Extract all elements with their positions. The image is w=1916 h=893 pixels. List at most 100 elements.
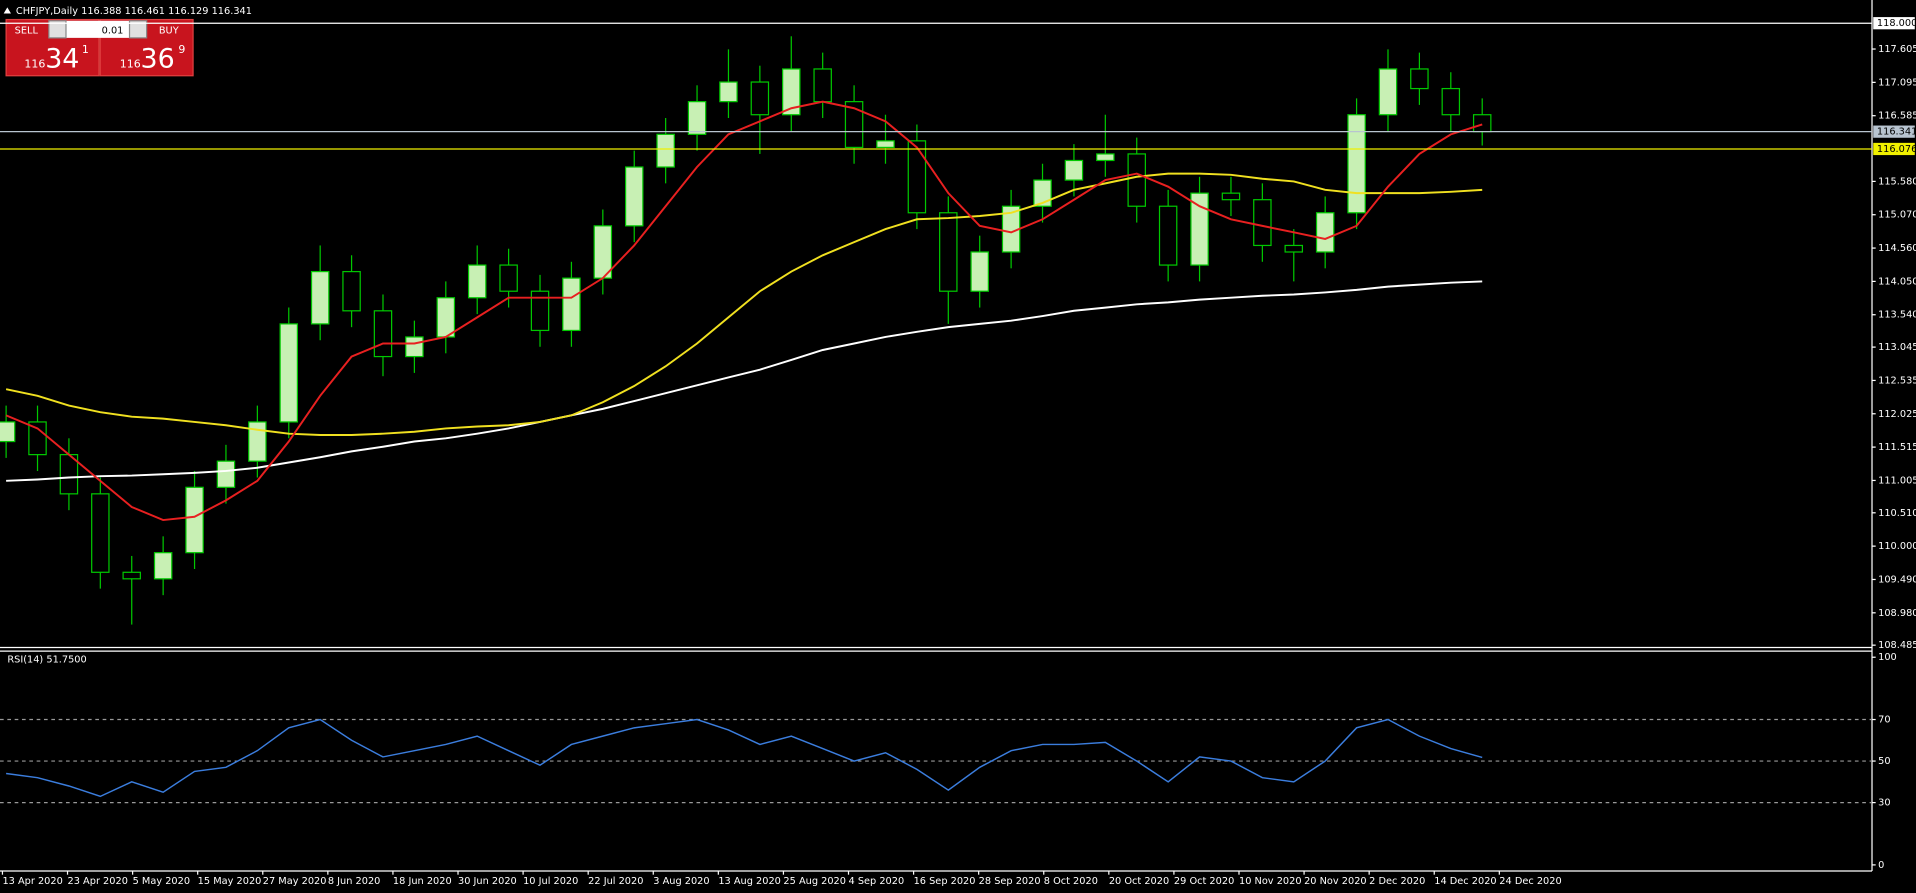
candle-body: [782, 68, 801, 116]
candle-body: [436, 297, 456, 338]
candle-body: [28, 421, 47, 456]
candle-body: [593, 225, 613, 279]
rsi-tick-label: 70: [1878, 715, 1890, 726]
y-tick-label: 110.510: [1878, 508, 1916, 519]
candle-body: [153, 552, 173, 580]
x-tick-label: 28 Sep 2020: [979, 876, 1041, 887]
candle-body: [216, 460, 236, 488]
buy-big-figure: 116: [120, 58, 141, 71]
x-tick-label: 24 Dec 2020: [1499, 876, 1561, 887]
price-level-box: [1873, 17, 1915, 30]
candle-body: [750, 81, 770, 116]
candle-body: [1347, 114, 1366, 214]
sell-pips: 34: [45, 43, 79, 74]
candle-body: [656, 133, 675, 168]
candle-body: [1441, 87, 1461, 116]
x-tick-label: 8 Oct 2020: [1044, 876, 1098, 887]
sell-label[interactable]: SELL: [15, 26, 39, 37]
candle-body: [1315, 212, 1335, 253]
y-tick-label: 111.515: [1878, 442, 1916, 453]
candle-body: [342, 270, 361, 312]
candle-body: [719, 81, 738, 103]
y-tick-label: 116.585: [1878, 111, 1916, 122]
x-tick-label: 13 Aug 2020: [718, 876, 781, 887]
candle-body: [122, 571, 141, 580]
x-tick-label: 18 Jun 2020: [393, 876, 452, 887]
y-tick-label: 111.005: [1878, 475, 1916, 486]
candle-body: [1253, 199, 1272, 247]
candle-body: [687, 101, 707, 135]
rsi-tick-label: 100: [1878, 652, 1897, 663]
candle-body: [1033, 179, 1052, 207]
candle-body: [1158, 205, 1178, 266]
candle-body: [91, 493, 110, 573]
lot-value[interactable]: 0.01: [102, 26, 124, 37]
y-tick-label: 113.045: [1878, 342, 1916, 353]
candle-body: [907, 140, 927, 214]
symbol-info: CHFJPY,Daily 116.388 116.461 116.129 116…: [16, 6, 252, 17]
y-tick-label: 115.070: [1878, 210, 1916, 221]
y-tick-label: 110.000: [1878, 541, 1916, 552]
price-level-label: 116.076: [1877, 144, 1916, 155]
candle-body: [1378, 68, 1398, 116]
candle-body: [624, 166, 644, 227]
rsi-tick-label: 0: [1878, 860, 1884, 871]
candle-body: [0, 421, 16, 443]
lot-dropdown[interactable]: [48, 20, 67, 39]
y-tick-label: 108.485: [1878, 640, 1916, 651]
candle-body: [499, 264, 518, 292]
candle-body: [939, 212, 958, 292]
candle-body: [970, 251, 989, 292]
x-tick-label: 25 Aug 2020: [783, 876, 846, 887]
candle-body: [310, 270, 330, 325]
candle-body: [1127, 153, 1146, 207]
moving-average: [5, 100, 1483, 522]
x-tick-label: 10 Nov 2020: [1239, 876, 1302, 887]
indicator-title: RSI(14) 51.7500: [7, 655, 86, 666]
rsi-tick-label: 30: [1878, 798, 1890, 809]
y-tick-label: 117.095: [1878, 77, 1916, 88]
candle-body: [562, 277, 581, 332]
price-level-box: [1873, 125, 1915, 138]
moving-average: [6, 280, 1483, 482]
y-tick-label: 112.535: [1878, 375, 1916, 386]
x-tick-label: 8 Jun 2020: [328, 876, 381, 887]
sell-big-figure: 116: [24, 58, 45, 71]
price-level-label: 116.341: [1877, 127, 1916, 138]
candle-body: [1410, 68, 1429, 90]
lot-input[interactable]: [48, 20, 147, 38]
x-tick-label: 29 Oct 2020: [1174, 876, 1234, 887]
y-tick-label: 114.050: [1878, 276, 1916, 287]
trade-panel: SELL BUY 0.01 116 34 1 116 36 9: [5, 18, 194, 77]
candle-body: [813, 68, 832, 103]
rsi-line: [6, 718, 1483, 798]
candle-body: [876, 140, 895, 149]
price-level-label: 118.000: [1877, 18, 1916, 29]
x-tick-label: 5 May 2020: [133, 876, 190, 887]
x-tick-label: 20 Nov 2020: [1304, 876, 1367, 887]
moving-average: [5, 172, 1483, 436]
candle-body: [1190, 192, 1209, 266]
x-tick-label: 15 May 2020: [198, 876, 262, 887]
candle-body: [373, 310, 393, 358]
y-tick-label: 117.605: [1878, 44, 1916, 55]
y-tick-label: 115.580: [1878, 176, 1916, 187]
buy-label[interactable]: BUY: [159, 26, 179, 37]
rsi-tick-label: 50: [1878, 756, 1890, 767]
candle-body: [467, 264, 487, 299]
x-tick-label: 3 Aug 2020: [653, 876, 709, 887]
candle-body: [1221, 192, 1241, 201]
candle-body: [279, 323, 299, 423]
buy-fraction: 9: [178, 43, 185, 56]
candle-body: [1096, 153, 1115, 162]
buy-box[interactable]: [99, 18, 194, 77]
collapse-icon[interactable]: [3, 7, 11, 14]
candle-body: [248, 421, 267, 462]
x-tick-label: 4 Sep 2020: [849, 876, 905, 887]
x-tick-label: 16 Sep 2020: [914, 876, 976, 887]
candle-body: [530, 290, 550, 332]
lot-spinner[interactable]: [128, 20, 148, 39]
candle-body: [844, 101, 864, 149]
